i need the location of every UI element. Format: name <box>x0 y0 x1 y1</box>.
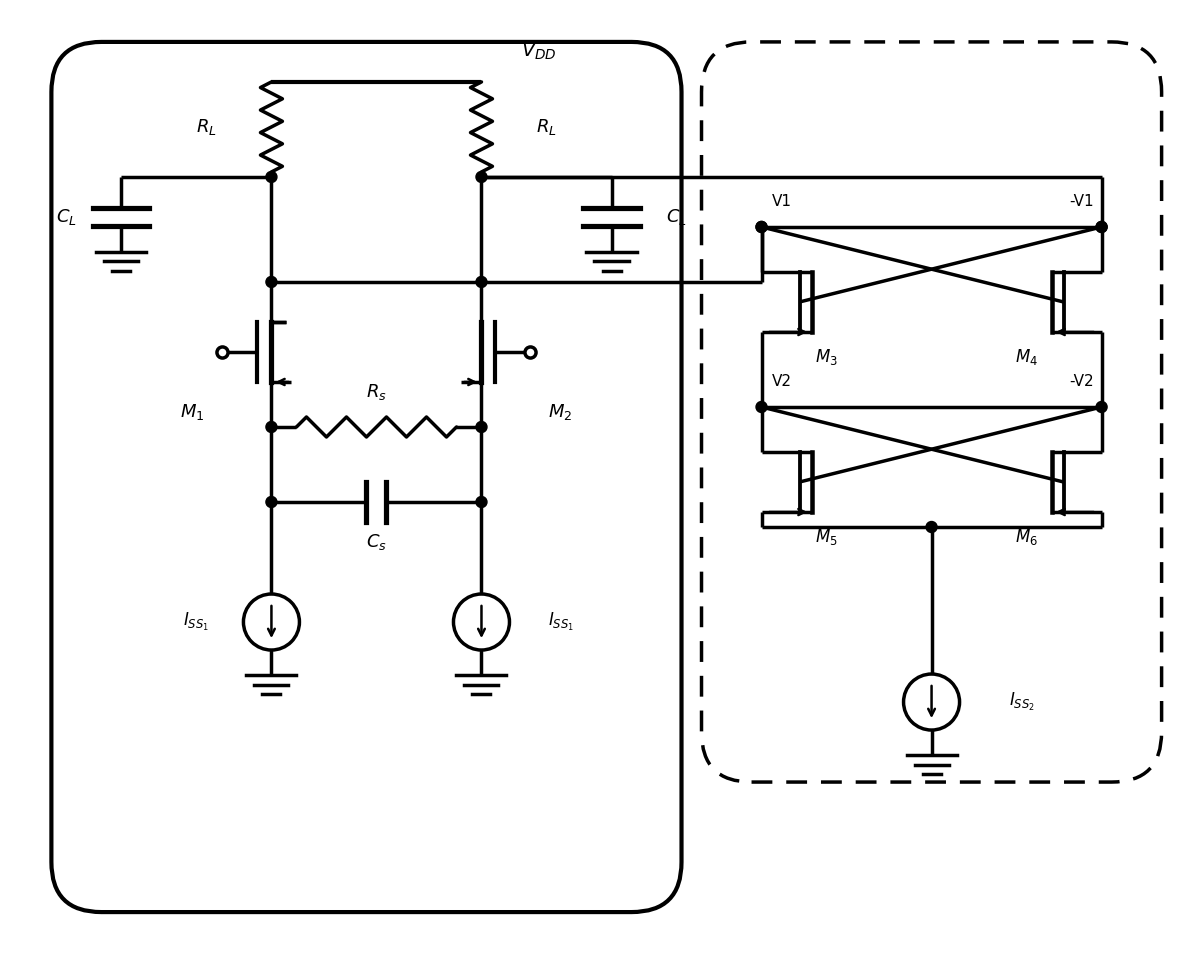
Circle shape <box>755 222 768 232</box>
Text: $C_L$: $C_L$ <box>57 207 77 227</box>
Text: $M_4$: $M_4$ <box>1015 347 1038 367</box>
Text: $C_s$: $C_s$ <box>366 532 387 552</box>
Circle shape <box>1096 401 1107 413</box>
Text: $R_s$: $R_s$ <box>366 382 387 402</box>
Circle shape <box>476 421 487 433</box>
Circle shape <box>755 222 768 232</box>
Text: $R_L$: $R_L$ <box>537 117 557 137</box>
Text: $M_5$: $M_5$ <box>816 527 838 547</box>
Text: $I_{SS_1}$: $I_{SS_1}$ <box>183 611 209 633</box>
Circle shape <box>476 277 487 287</box>
Circle shape <box>1096 222 1107 232</box>
Text: $I_{SS_1}$: $I_{SS_1}$ <box>549 611 575 633</box>
Text: V1: V1 <box>771 195 792 209</box>
Text: $C_L$: $C_L$ <box>666 207 687 227</box>
Circle shape <box>266 277 277 287</box>
Text: $R_L$: $R_L$ <box>196 117 217 137</box>
Text: V2: V2 <box>771 374 792 389</box>
Circle shape <box>266 421 277 433</box>
Text: $I_{SS_2}$: $I_{SS_2}$ <box>1008 691 1035 713</box>
Circle shape <box>476 172 487 182</box>
Text: $V_{DD}$: $V_{DD}$ <box>521 40 557 62</box>
Text: $M_2$: $M_2$ <box>549 402 573 422</box>
Text: $M_3$: $M_3$ <box>816 347 838 367</box>
Circle shape <box>476 496 487 507</box>
Circle shape <box>926 522 937 532</box>
Circle shape <box>266 172 277 182</box>
Circle shape <box>266 496 277 507</box>
Circle shape <box>1096 222 1107 232</box>
Text: $M_1$: $M_1$ <box>180 402 205 422</box>
Text: $M_6$: $M_6$ <box>1015 527 1038 547</box>
Circle shape <box>755 401 768 413</box>
Text: -V1: -V1 <box>1069 195 1094 209</box>
Text: -V2: -V2 <box>1069 374 1094 389</box>
